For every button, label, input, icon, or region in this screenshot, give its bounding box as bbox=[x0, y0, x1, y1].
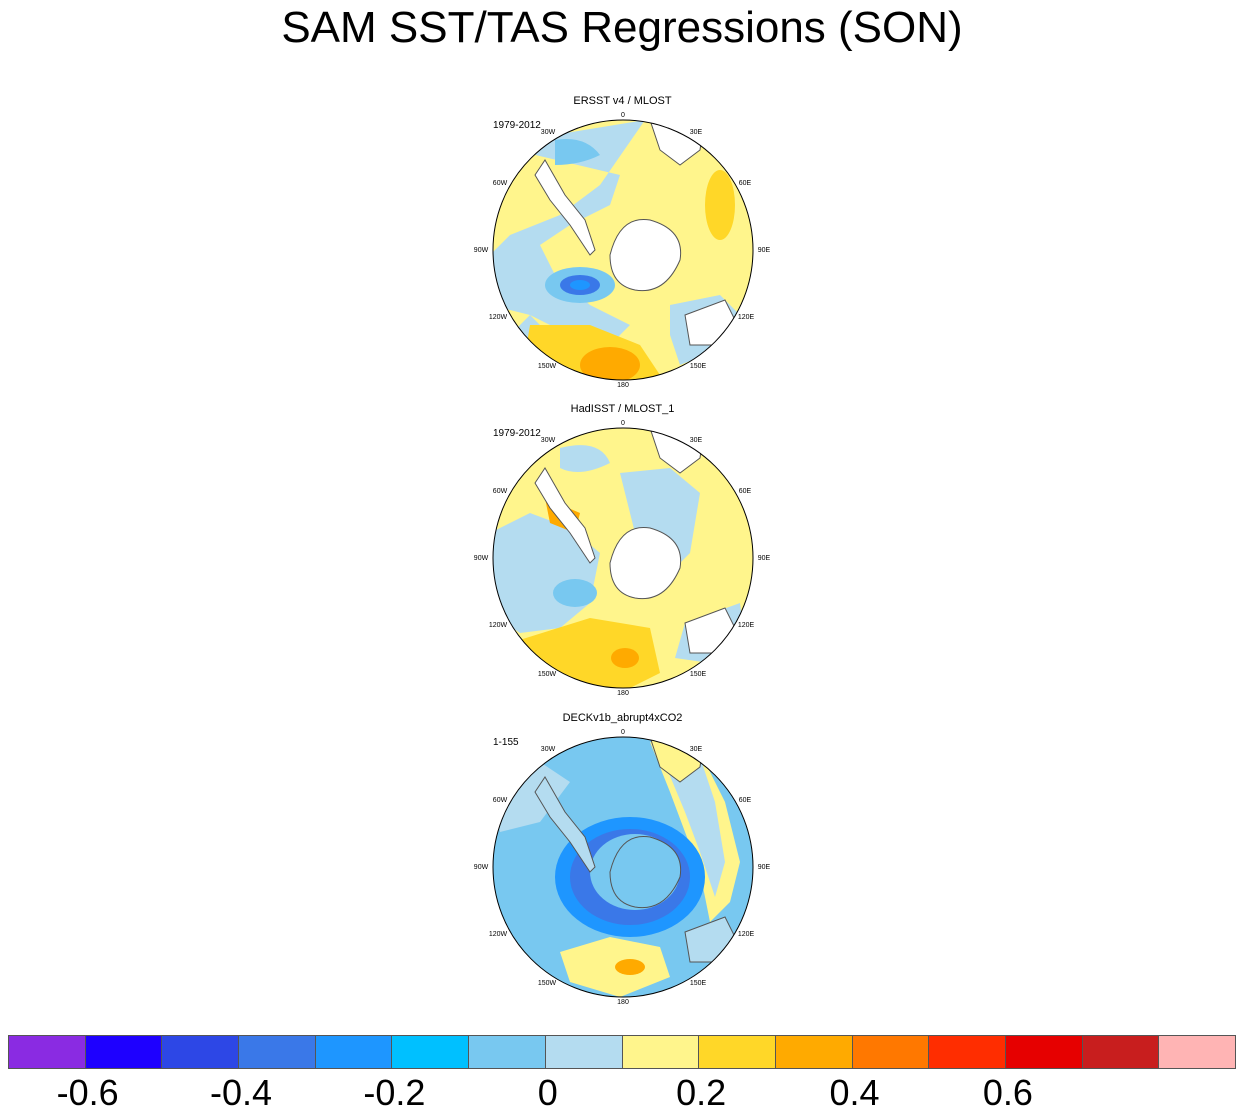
lon-label-60w: 60W bbox=[493, 180, 508, 187]
field-pos-pacific-strong bbox=[611, 648, 639, 668]
colorbar-box bbox=[468, 1035, 545, 1069]
colorbar-box bbox=[928, 1035, 1005, 1069]
colorbar-tick-label: 0.6 bbox=[982, 1072, 1033, 1113]
lon-label-150e: 150E bbox=[690, 980, 707, 987]
field-neg-patch bbox=[560, 445, 610, 472]
field-neg-core-inner bbox=[570, 280, 590, 290]
colorbar-box bbox=[1081, 1035, 1159, 1069]
colorbar-box bbox=[391, 1035, 469, 1069]
colorbar-box bbox=[851, 1035, 929, 1069]
colorbar-box bbox=[1158, 1035, 1236, 1069]
lon-label-30e: 30E bbox=[690, 437, 703, 444]
panel-hadisst: HadISST / MLOST_1 1979-2012 0 30E 60E 90… bbox=[470, 403, 775, 703]
field-negative-west bbox=[493, 120, 645, 345]
polar-map: 0 30E 60E 90E 120E 150E 180 150W 120W 90… bbox=[474, 729, 771, 1006]
panel-title: DECKv1b_abrupt4xCO2 bbox=[562, 712, 683, 724]
map-border bbox=[492, 427, 754, 689]
antarctica-land bbox=[609, 835, 682, 909]
lon-label-120w: 120W bbox=[489, 931, 508, 938]
lon-label-120e: 120E bbox=[738, 622, 755, 629]
field-pos-south-strong bbox=[615, 959, 645, 975]
field-pos-pacific-strong bbox=[580, 347, 640, 380]
colorbar-box bbox=[621, 1035, 699, 1069]
lon-label-90e: 90E bbox=[758, 864, 771, 871]
colorbar bbox=[8, 1035, 1236, 1069]
field-pos-indian bbox=[705, 170, 735, 240]
antarctica-land bbox=[609, 218, 682, 292]
colorbar-box bbox=[314, 1035, 392, 1069]
panel-period: 1979-2012 bbox=[493, 428, 541, 439]
lon-label-30w: 30W bbox=[541, 746, 556, 753]
field-neg-east-light bbox=[660, 752, 725, 897]
lon-label-150w: 150W bbox=[538, 671, 557, 678]
lon-label-150w: 150W bbox=[538, 363, 557, 370]
lon-label-90w: 90W bbox=[474, 247, 489, 254]
lon-label-90e: 90E bbox=[758, 247, 771, 254]
colorbar-box bbox=[161, 1035, 239, 1069]
colorbar-box bbox=[774, 1035, 852, 1069]
colorbar-box bbox=[1004, 1035, 1082, 1069]
south-america-land bbox=[534, 776, 596, 873]
south-america-land bbox=[534, 467, 596, 564]
lon-label-120e: 120E bbox=[738, 931, 755, 938]
colorbar-tick-label: 0.4 bbox=[829, 1072, 880, 1113]
lon-label-180: 180 bbox=[617, 690, 629, 697]
panel-title: HadISST / MLOST_1 bbox=[570, 403, 675, 415]
polar-map: 0 30E 60E 90E 120E 150E 180 150W 120W 90… bbox=[474, 420, 771, 697]
colorbar-box bbox=[698, 1035, 775, 1069]
lon-label-90e: 90E bbox=[758, 555, 771, 562]
lon-label-0: 0 bbox=[621, 420, 625, 427]
map-border bbox=[492, 736, 754, 998]
figure-title: SAM SST/TAS Regressions (SON) bbox=[281, 3, 963, 52]
colorbar-box bbox=[544, 1035, 622, 1069]
polar-map: 0 30E 60E 90E 120E 150E 180 150W 120W 90… bbox=[474, 112, 771, 389]
lon-label-150e: 150E bbox=[690, 363, 707, 370]
colorbar-tick-label: -0.6 bbox=[56, 1072, 119, 1113]
lon-label-120w: 120W bbox=[489, 622, 508, 629]
panel-deck: DECKv1b_abrupt4xCO2 1-155 0 30E 60E 90E … bbox=[470, 712, 775, 1012]
lon-label-180: 180 bbox=[617, 999, 629, 1006]
colorbar-tick-label: -0.4 bbox=[210, 1072, 273, 1113]
lon-label-90w: 90W bbox=[474, 555, 489, 562]
colorbar-tick-label: -0.2 bbox=[363, 1072, 426, 1113]
lon-label-120e: 120E bbox=[738, 314, 755, 321]
field-neg-patch bbox=[555, 139, 600, 165]
lon-label-180: 180 bbox=[617, 382, 629, 389]
lon-label-30w: 30W bbox=[541, 129, 556, 136]
lon-label-30e: 30E bbox=[690, 746, 703, 753]
panel-period: 1-155 bbox=[493, 737, 519, 748]
lon-label-150w: 150W bbox=[538, 980, 557, 987]
lon-label-60w: 60W bbox=[493, 488, 508, 495]
lon-label-0: 0 bbox=[621, 729, 625, 736]
colorbar-tick-label: 0 bbox=[537, 1072, 558, 1113]
lon-label-90w: 90W bbox=[474, 864, 489, 871]
panel-title: ERSST v4 / MLOST bbox=[573, 95, 672, 107]
colorbar-box bbox=[238, 1035, 315, 1069]
colorbar-box bbox=[8, 1035, 85, 1069]
antarctica-land bbox=[609, 526, 682, 600]
colorbar-tick-label: 0.2 bbox=[676, 1072, 727, 1113]
south-america-land bbox=[534, 159, 596, 256]
lon-label-30e: 30E bbox=[690, 129, 703, 136]
lon-label-30w: 30W bbox=[541, 437, 556, 444]
lon-label-120w: 120W bbox=[489, 314, 508, 321]
lon-label-60e: 60E bbox=[739, 488, 752, 495]
field-neg-core bbox=[553, 579, 597, 607]
map-border bbox=[492, 119, 754, 381]
lon-label-0: 0 bbox=[621, 112, 625, 119]
lon-label-60e: 60E bbox=[739, 797, 752, 804]
colorbar-box bbox=[84, 1035, 162, 1069]
panel-period: 1979-2012 bbox=[493, 120, 541, 131]
lon-label-60e: 60E bbox=[739, 180, 752, 187]
panel-ersst: ERSST v4 / MLOST 1979-2012 0 30E 60E 90E bbox=[470, 95, 775, 395]
lon-label-60w: 60W bbox=[493, 797, 508, 804]
lon-label-150e: 150E bbox=[690, 671, 707, 678]
